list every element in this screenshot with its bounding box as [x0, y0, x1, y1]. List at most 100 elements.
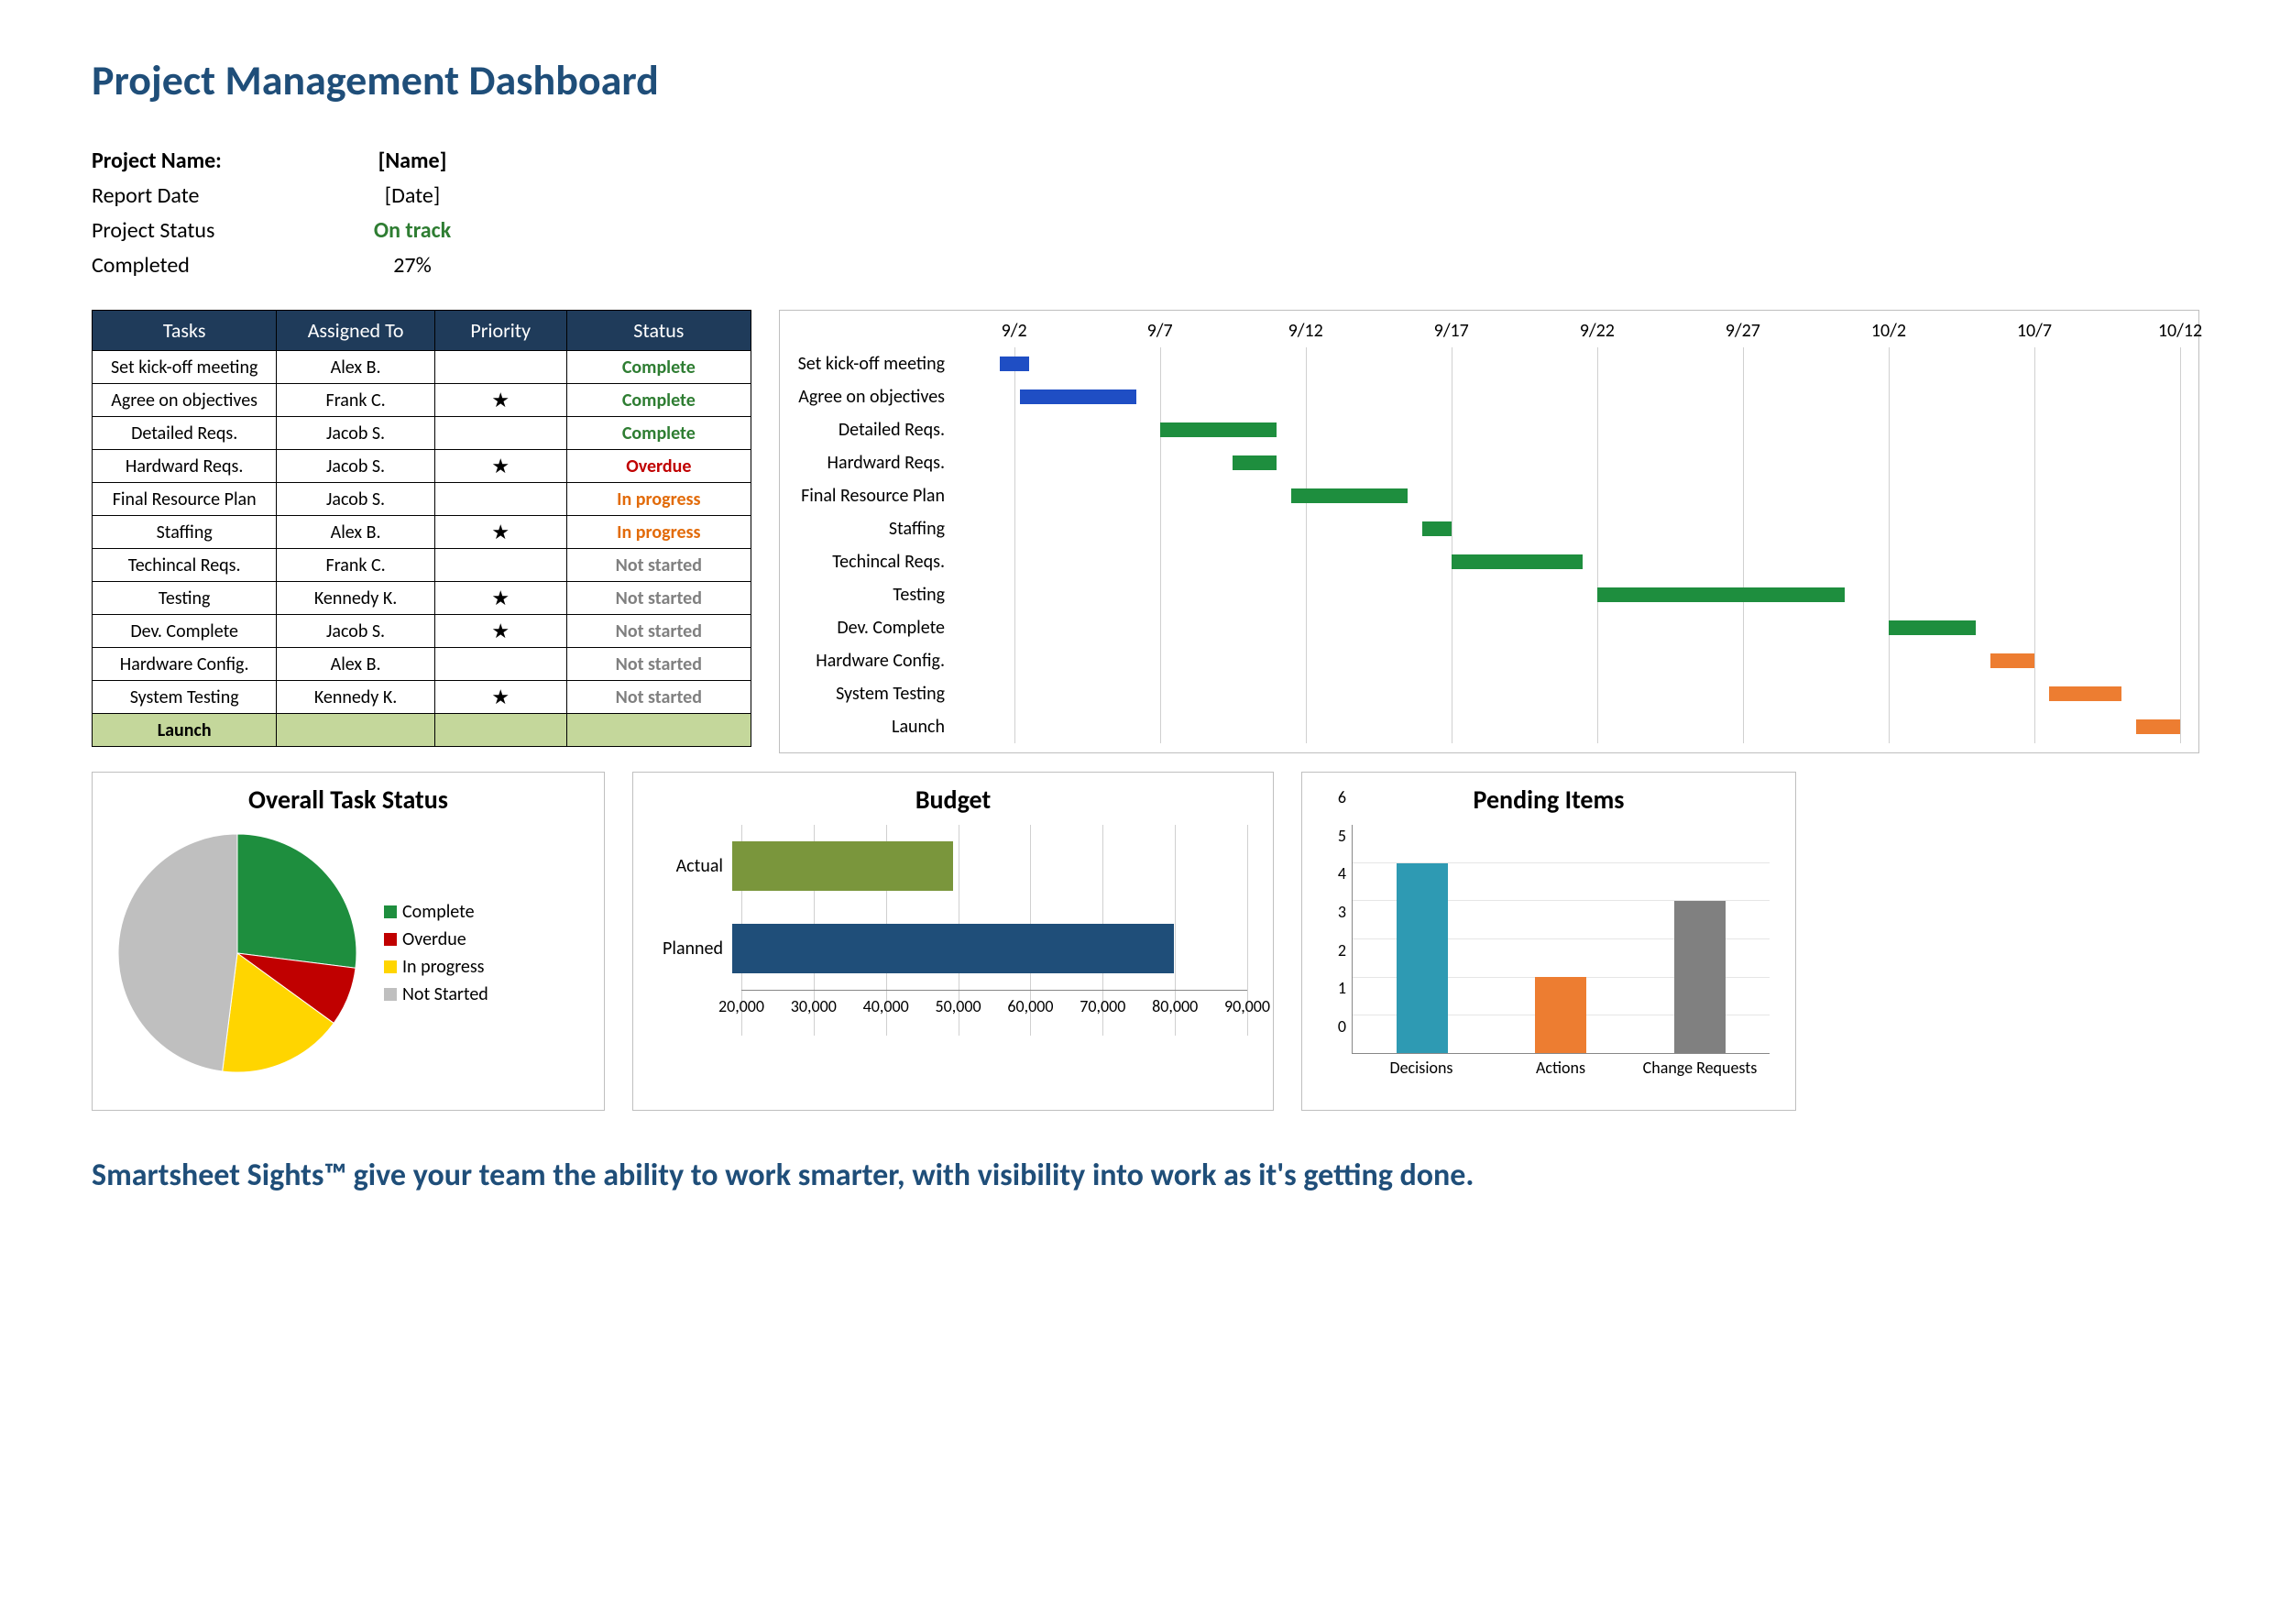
legend-item: Complete: [384, 901, 488, 923]
table-row: Hardward Reqs.Jacob S.★Overdue: [93, 450, 751, 483]
budget-bar: [732, 841, 953, 891]
gantt-tick-label: 10/12: [2158, 320, 2202, 342]
priority-star-icon: ★: [434, 450, 566, 483]
status-cell: Not started: [566, 615, 751, 648]
assignee-cell: Frank C.: [277, 549, 435, 582]
page-title: Project Management Dashboard: [92, 55, 2199, 106]
pending-x-axis: Decisions Actions Change Requests: [1352, 1058, 1770, 1091]
assignee-cell: Jacob S.: [277, 417, 435, 450]
status-cell: Complete: [566, 351, 751, 384]
task-name-cell: Detailed Reqs.: [93, 417, 277, 450]
meta-label: Report Date: [92, 182, 330, 209]
legend-swatch-icon: [384, 933, 397, 946]
chart-title: Budget: [650, 784, 1256, 816]
gantt-tick-label: 10/7: [2017, 320, 2052, 342]
meta-label: Completed: [92, 252, 330, 279]
priority-star-icon: ★: [434, 681, 566, 714]
task-table-header: Priority: [434, 311, 566, 351]
status-cell: [566, 714, 751, 747]
gantt-row-label: Final Resource Plan: [791, 485, 956, 507]
pending-x-label: Actions: [1496, 1058, 1625, 1091]
legend-label: Not Started: [402, 983, 488, 1005]
legend-label: Complete: [402, 901, 475, 923]
priority-star-icon: [434, 483, 566, 516]
pending-ytick-label: 5: [1338, 826, 1346, 846]
project-meta: Project Name:[Name]Report Date[Date]Proj…: [92, 143, 2199, 282]
task-name-cell: Final Resource Plan: [93, 483, 277, 516]
pending-bar: [1397, 863, 1448, 1054]
gantt-bar: [1597, 587, 1845, 602]
budget-chart: Budget Actual Planned 20,00030,00040,0005…: [632, 772, 1274, 1111]
assignee-cell: Frank C.: [277, 384, 435, 417]
gantt-bar: [1291, 488, 1408, 503]
status-cell: Complete: [566, 384, 751, 417]
status-cell: Overdue: [566, 450, 751, 483]
gantt-row: Hardward Reqs.: [791, 446, 2180, 479]
gantt-row: Detailed Reqs.: [791, 413, 2180, 446]
pending-x-label: Change Requests: [1636, 1058, 1764, 1091]
task-table-header: Assigned To: [277, 311, 435, 351]
pie-slice: [237, 834, 356, 968]
budget-bar: [732, 924, 1174, 973]
status-cell: Not started: [566, 681, 751, 714]
status-cell: In progress: [566, 516, 751, 549]
priority-star-icon: [434, 648, 566, 681]
task-name-cell: Dev. Complete: [93, 615, 277, 648]
gantt-bar: [1452, 554, 1583, 569]
gantt-row-label: System Testing: [791, 683, 956, 705]
meta-label: Project Name:: [92, 148, 330, 174]
assignee-cell: Alex B.: [277, 648, 435, 681]
task-table: TasksAssigned ToPriorityStatusSet kick-o…: [92, 310, 751, 747]
priority-star-icon: [434, 714, 566, 747]
status-cell: In progress: [566, 483, 751, 516]
pending-bar: [1674, 901, 1726, 1053]
gantt-bar: [1990, 653, 2034, 668]
budget-x-axis: 20,00030,00040,00050,00060,00070,00080,0…: [741, 990, 1247, 1017]
task-name-cell: Hardware Config.: [93, 648, 277, 681]
pending-x-label: Decisions: [1357, 1058, 1485, 1091]
legend-item: Overdue: [384, 928, 488, 950]
priority-star-icon: [434, 549, 566, 582]
priority-star-icon: [434, 417, 566, 450]
assignee-cell: Jacob S.: [277, 483, 435, 516]
pending-ytick-label: 2: [1338, 940, 1346, 960]
meta-row: Project StatusOn track: [92, 213, 2199, 247]
gantt-row-label: Hardward Reqs.: [791, 452, 956, 474]
task-name-cell: Hardward Reqs.: [93, 450, 277, 483]
legend-swatch-icon: [384, 905, 397, 918]
gantt-row: Staffing: [791, 512, 2180, 545]
gantt-row: System Testing: [791, 677, 2180, 710]
gantt-row-label: Hardware Config.: [791, 650, 956, 672]
pie-slice: [118, 834, 237, 1071]
gantt-row-label: Dev. Complete: [791, 617, 956, 639]
assignee-cell: Jacob S.: [277, 450, 435, 483]
table-row: Agree on objectivesFrank C.★Complete: [93, 384, 751, 417]
gantt-row-label: Detailed Reqs.: [791, 419, 956, 441]
chart-title: Pending Items: [1319, 784, 1779, 816]
priority-star-icon: ★: [434, 615, 566, 648]
gantt-row-label: Testing: [791, 584, 956, 606]
gantt-body: Set kick-off meeting Agree on objectives D…: [791, 347, 2180, 743]
gantt-row-label: Set kick-off meeting: [791, 353, 956, 375]
legend-item: In progress: [384, 956, 488, 978]
table-row: Launch: [93, 714, 751, 747]
meta-row: Report Date[Date]: [92, 178, 2199, 213]
gantt-row-label: Staffing: [791, 518, 956, 540]
meta-row: Project Name:[Name]: [92, 143, 2199, 178]
pie-chart: [109, 825, 366, 1081]
gantt-row-label: Agree on objectives: [791, 386, 956, 408]
task-table-header: Status: [566, 311, 751, 351]
budget-bar-label: Actual: [659, 855, 732, 877]
pending-bar: [1535, 977, 1586, 1053]
priority-star-icon: ★: [434, 516, 566, 549]
gantt-row: Hardware Config.: [791, 644, 2180, 677]
pending-plot: [1352, 825, 1770, 1054]
gantt-tick-label: 9/17: [1434, 320, 1469, 342]
legend-label: In progress: [402, 956, 485, 978]
gantt-row: Agree on objectives: [791, 380, 2180, 413]
budget-bar-row: Actual: [659, 825, 1247, 907]
budget-tick-label: 70,000: [1080, 996, 1125, 1016]
budget-bar-row: Planned: [659, 907, 1247, 990]
legend-swatch-icon: [384, 960, 397, 973]
budget-tick-label: 40,000: [863, 996, 909, 1016]
